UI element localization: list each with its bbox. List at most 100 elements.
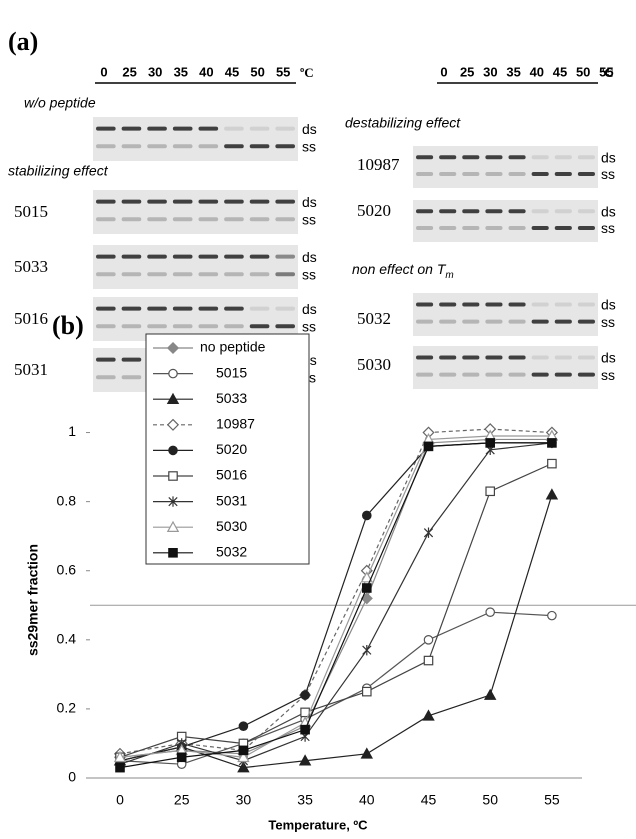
- band: [578, 209, 595, 213]
- data-point: [548, 459, 556, 467]
- band-label: ds: [601, 350, 616, 366]
- peptide-name: 5030: [357, 355, 391, 374]
- legend-label: 5015: [216, 364, 247, 380]
- band-label: ss: [601, 166, 615, 182]
- band: [439, 302, 456, 306]
- gel: [93, 117, 298, 161]
- band: [416, 209, 433, 213]
- data-point: [486, 487, 494, 495]
- data-point: [178, 753, 186, 761]
- band: [147, 127, 167, 131]
- group-title: non effect on Tm: [352, 261, 454, 281]
- title-text: non effect on: [352, 261, 437, 277]
- band-label: ds: [302, 301, 317, 317]
- x-tick-label: 0: [116, 792, 124, 808]
- gel: [413, 146, 598, 188]
- band: [485, 302, 502, 306]
- band: [275, 217, 295, 221]
- band: [275, 144, 295, 148]
- band: [173, 217, 193, 221]
- y-tick-label: 0.8: [57, 492, 77, 508]
- band: [147, 324, 167, 328]
- band: [173, 272, 193, 276]
- band: [96, 324, 116, 328]
- band: [173, 255, 193, 259]
- data-point: [362, 593, 372, 603]
- panel-label: (b): [52, 311, 84, 340]
- x-tick-label: 35: [297, 792, 313, 808]
- temperature-label: 0: [440, 64, 447, 79]
- data-point: [486, 439, 494, 447]
- band: [147, 144, 167, 148]
- band: [578, 226, 595, 230]
- legend-label: no peptide: [200, 339, 266, 355]
- band: [439, 172, 456, 176]
- band: [275, 324, 295, 328]
- y-tick-label: 0: [68, 769, 76, 785]
- data-point: [116, 763, 124, 771]
- gel: [93, 190, 298, 234]
- band: [199, 272, 219, 276]
- x-tick-label: 40: [359, 792, 375, 808]
- legend-label: 10987: [216, 416, 255, 432]
- band: [173, 307, 193, 311]
- band: [578, 355, 595, 359]
- temperature-label: 30: [148, 64, 162, 79]
- panel-label: (a): [8, 27, 38, 56]
- x-tick-label: 30: [236, 792, 252, 808]
- band: [96, 307, 116, 311]
- band: [96, 200, 116, 204]
- band-label: ss: [302, 139, 316, 155]
- band: [147, 217, 167, 221]
- band: [275, 255, 295, 259]
- band: [555, 302, 572, 306]
- data-point: [363, 645, 371, 655]
- band: [96, 127, 116, 131]
- band-label: ss: [302, 212, 316, 228]
- band: [96, 272, 116, 276]
- temperature-label: 30: [483, 64, 497, 79]
- band: [199, 200, 219, 204]
- band: [485, 373, 502, 377]
- band: [224, 200, 244, 204]
- figure: (a) (b) w/o peptide stabilizing effect d…: [0, 0, 636, 839]
- band: [532, 302, 549, 306]
- temperature-label: 45: [225, 64, 239, 79]
- peptide-name: 5032: [357, 309, 391, 328]
- band: [275, 307, 295, 311]
- band: [250, 272, 270, 276]
- band: [416, 320, 433, 324]
- legend-label: 5031: [216, 492, 247, 508]
- band: [250, 324, 270, 328]
- band-label: ds: [302, 249, 317, 265]
- band: [250, 144, 270, 148]
- data-point: [548, 439, 556, 447]
- band: [555, 172, 572, 176]
- band-label: ss: [302, 267, 316, 283]
- band: [532, 226, 549, 230]
- legend-label: 5016: [216, 467, 247, 483]
- y-axis-title: ss29mer fraction: [25, 544, 41, 656]
- band: [462, 209, 479, 213]
- band: [122, 272, 142, 276]
- temperature-label: 25: [122, 64, 136, 79]
- band-label: ds: [601, 149, 616, 165]
- band: [439, 373, 456, 377]
- legend-label: 5032: [216, 544, 247, 560]
- band: [122, 324, 142, 328]
- data-point: [485, 690, 495, 699]
- band: [199, 144, 219, 148]
- band: [250, 307, 270, 311]
- unit-label: ºC: [600, 65, 614, 80]
- band: [122, 307, 142, 311]
- band: [509, 320, 526, 324]
- band: [439, 355, 456, 359]
- legend-label: 5033: [216, 390, 247, 406]
- temperature-label: 35: [174, 64, 188, 79]
- band: [485, 320, 502, 324]
- legend-marker: [169, 472, 177, 480]
- band: [555, 209, 572, 213]
- band: [462, 355, 479, 359]
- band: [485, 172, 502, 176]
- band: [578, 320, 595, 324]
